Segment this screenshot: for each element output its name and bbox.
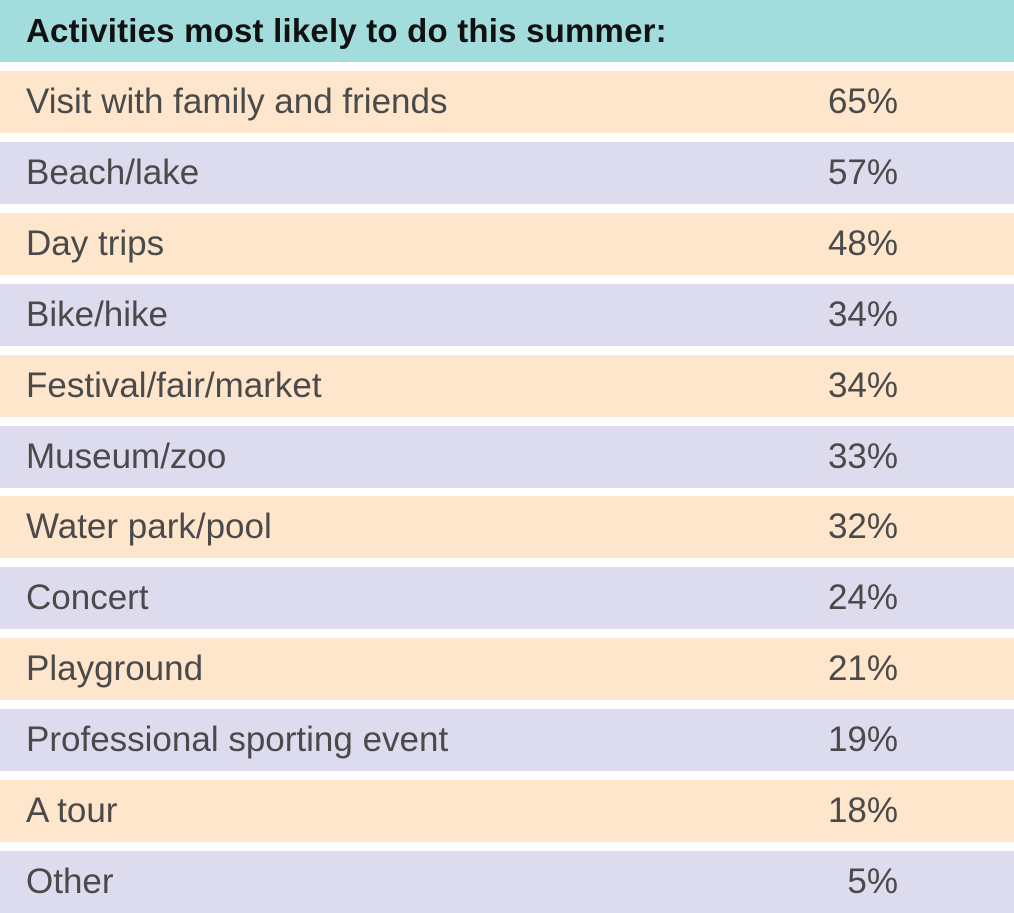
- row-label: Other: [26, 861, 114, 901]
- row-value: 57%: [827, 152, 898, 192]
- table-row: A tour 18%: [0, 780, 1014, 842]
- table-row: Bike/hike 34%: [0, 283, 1014, 346]
- table-row: Beach/lake 57%: [0, 141, 1014, 204]
- row-value: 32%: [827, 507, 898, 547]
- table-row: Water park/pool 32%: [0, 496, 1014, 559]
- table-row: Playground 21%: [0, 638, 1014, 701]
- row-value: 21%: [827, 649, 898, 689]
- table-row: Professional sporting event 19%: [0, 709, 1014, 772]
- row-label: Water park/pool: [26, 507, 272, 547]
- row-label: Bike/hike: [26, 294, 169, 334]
- row-value: 48%: [827, 223, 898, 263]
- table-title: Activities most likely to do this summer…: [26, 12, 667, 49]
- row-label: Visit with family and friends: [26, 82, 448, 121]
- row-value: 5%: [847, 861, 898, 901]
- row-label: Professional sporting event: [26, 720, 449, 760]
- row-label: Museum/zoo: [26, 436, 227, 476]
- row-label: Day trips: [26, 223, 165, 263]
- table-row: Concert 24%: [0, 567, 1014, 630]
- table-row: Other 5%: [0, 850, 1014, 913]
- row-value: 33%: [827, 436, 898, 476]
- row-label: Playground: [26, 649, 204, 689]
- row-label: Concert: [26, 578, 149, 618]
- row-value: 24%: [827, 578, 898, 618]
- row-value: 19%: [827, 720, 898, 760]
- row-label: A tour: [26, 791, 118, 830]
- table-row: Museum/zoo 33%: [0, 425, 1014, 488]
- row-label: Beach/lake: [26, 152, 200, 192]
- row-value: 34%: [827, 365, 898, 405]
- table-header: Activities most likely to do this summer…: [0, 0, 1014, 62]
- row-value: 65%: [827, 82, 898, 121]
- table-row: Day trips 48%: [0, 212, 1014, 275]
- row-value: 34%: [827, 294, 898, 334]
- table-row: Festival/fair/market 34%: [0, 354, 1014, 417]
- row-label: Festival/fair/market: [26, 365, 322, 405]
- table-row: Visit with family and friends 65%: [0, 71, 1014, 133]
- row-value: 18%: [827, 791, 898, 830]
